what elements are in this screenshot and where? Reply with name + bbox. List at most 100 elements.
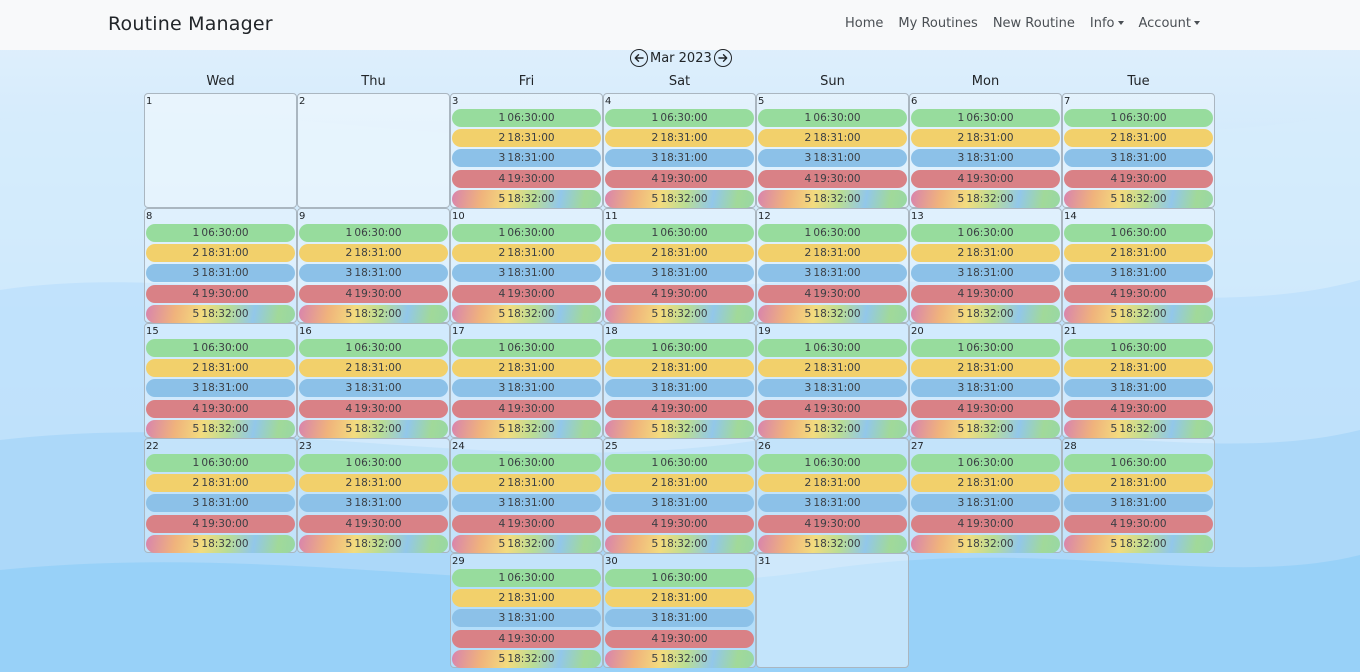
routine-event-3[interactable]: 3 18:31:00: [605, 494, 754, 513]
routine-event-4[interactable]: 4 19:30:00: [1064, 169, 1213, 188]
day-cell-8[interactable]: 8 1 06:30:00 2 18:31:00 3 18:31:00 4 19:30:00 5 18…: [144, 208, 297, 323]
routine-event-3[interactable]: 3 18:31:00: [1064, 494, 1213, 513]
routine-event-4[interactable]: 4 19:30:00: [452, 514, 601, 533]
nav-new-routine-link[interactable]: New Routine: [992, 16, 1075, 31]
day-cell-6[interactable]: 6 1 06:30:00 2 18:31:00 3 18:31:00 4 19:30:00 5 18…: [909, 93, 1062, 208]
routine-event-4[interactable]: 4 19:30:00: [452, 629, 601, 648]
routine-event-4[interactable]: 4 19:30:00: [605, 629, 754, 648]
day-cell-2[interactable]: 2: [297, 93, 450, 208]
routine-event-3[interactable]: 3 18:31:00: [146, 494, 295, 513]
routine-event-4[interactable]: 4 19:30:00: [452, 399, 601, 418]
routine-event-4[interactable]: 4 19:30:00: [452, 169, 601, 188]
routine-event-5[interactable]: 5 18:32:00: [758, 534, 907, 553]
day-cell-10[interactable]: 10 1 06:30:00 2 18:31:00 3 18:31:00 4 19:30:00 5 1…: [450, 208, 603, 323]
day-cell-31[interactable]: 31: [756, 553, 909, 668]
routine-event-4[interactable]: 4 19:30:00: [299, 514, 448, 533]
routine-event-4[interactable]: 4 19:30:00: [911, 169, 1060, 188]
routine-event-5[interactable]: 5 18:32:00: [605, 304, 754, 323]
routine-event-2[interactable]: 2 18:31:00: [911, 244, 1060, 263]
routine-event-2[interactable]: 2 18:31:00: [452, 359, 601, 378]
routine-event-3[interactable]: 3 18:31:00: [299, 494, 448, 513]
routine-event-3[interactable]: 3 18:31:00: [452, 149, 601, 168]
routine-event-2[interactable]: 2 18:31:00: [146, 359, 295, 378]
routine-event-5[interactable]: 5 18:32:00: [299, 419, 448, 438]
day-cell-30[interactable]: 30 1 06:30:00 2 18:31:00 3 18:31:00 4 19:30:00 5 1…: [603, 553, 756, 668]
routine-event-4[interactable]: 4 19:30:00: [758, 399, 907, 418]
routine-event-1[interactable]: 1 06:30:00: [758, 109, 907, 127]
next-month-button[interactable]: [713, 49, 732, 67]
day-cell-3[interactable]: 3 1 06:30:00 2 18:31:00 3 18:31:00 4 19:30:00 5 18…: [450, 93, 603, 208]
routine-event-2[interactable]: 2 18:31:00: [605, 359, 754, 378]
routine-event-5[interactable]: 5 18:32:00: [911, 534, 1060, 553]
routine-event-4[interactable]: 4 19:30:00: [146, 399, 295, 418]
routine-event-5[interactable]: 5 18:32:00: [1064, 419, 1213, 438]
routine-event-5[interactable]: 5 18:32:00: [758, 419, 907, 438]
routine-event-3[interactable]: 3 18:31:00: [1064, 379, 1213, 398]
routine-event-4[interactable]: 4 19:30:00: [1064, 514, 1213, 533]
routine-event-2[interactable]: 2 18:31:00: [299, 359, 448, 378]
routine-event-4[interactable]: 4 19:30:00: [1064, 399, 1213, 418]
routine-event-1[interactable]: 1 06:30:00: [452, 454, 601, 472]
routine-event-4[interactable]: 4 19:30:00: [605, 514, 754, 533]
routine-event-5[interactable]: 5 18:32:00: [605, 649, 754, 668]
routine-event-5[interactable]: 5 18:32:00: [911, 304, 1060, 323]
routine-event-1[interactable]: 1 06:30:00: [605, 109, 754, 127]
prev-month-button[interactable]: [630, 49, 648, 67]
day-cell-9[interactable]: 9 1 06:30:00 2 18:31:00 3 18:31:00 4 19:30:00 5 18…: [297, 208, 450, 323]
day-cell-5[interactable]: 5 1 06:30:00 2 18:31:00 3 18:31:00 4 19:30:00 5 18…: [756, 93, 909, 208]
nav-home-link[interactable]: Home: [845, 16, 884, 31]
routine-event-3[interactable]: 3 18:31:00: [452, 264, 601, 283]
routine-event-3[interactable]: 3 18:31:00: [605, 609, 754, 628]
day-cell-19[interactable]: 19 1 06:30:00 2 18:31:00 3 18:31:00 4 19:30:00 5 1…: [756, 323, 909, 438]
routine-event-3[interactable]: 3 18:31:00: [299, 379, 448, 398]
routine-event-4[interactable]: 4 19:30:00: [146, 284, 295, 303]
day-cell-20[interactable]: 20 1 06:30:00 2 18:31:00 3 18:31:00 4 19:30:00 5 1…: [909, 323, 1062, 438]
routine-event-5[interactable]: 5 18:32:00: [911, 419, 1060, 438]
routine-event-1[interactable]: 1 06:30:00: [758, 339, 907, 357]
day-cell-17[interactable]: 17 1 06:30:00 2 18:31:00 3 18:31:00 4 19:30:00 5 1…: [450, 323, 603, 438]
routine-event-5[interactable]: 5 18:32:00: [452, 534, 601, 553]
day-cell-11[interactable]: 11 1 06:30:00 2 18:31:00 3 18:31:00 4 19:30:00 5 1…: [603, 208, 756, 323]
day-cell-1[interactable]: 1: [144, 93, 297, 208]
routine-event-5[interactable]: 5 18:32:00: [605, 534, 754, 553]
day-cell-18[interactable]: 18 1 06:30:00 2 18:31:00 3 18:31:00 4 19:30:00 5 1…: [603, 323, 756, 438]
routine-event-3[interactable]: 3 18:31:00: [452, 379, 601, 398]
routine-event-2[interactable]: 2 18:31:00: [605, 244, 754, 263]
routine-event-4[interactable]: 4 19:30:00: [605, 284, 754, 303]
routine-event-3[interactable]: 3 18:31:00: [758, 494, 907, 513]
routine-event-3[interactable]: 3 18:31:00: [758, 379, 907, 398]
routine-event-2[interactable]: 2 18:31:00: [758, 129, 907, 148]
routine-event-2[interactable]: 2 18:31:00: [452, 589, 601, 608]
routine-event-3[interactable]: 3 18:31:00: [911, 379, 1060, 398]
routine-event-3[interactable]: 3 18:31:00: [911, 494, 1060, 513]
routine-event-1[interactable]: 1 06:30:00: [452, 224, 601, 242]
routine-event-1[interactable]: 1 06:30:00: [758, 454, 907, 472]
day-cell-26[interactable]: 26 1 06:30:00 2 18:31:00 3 18:31:00 4 19:30:00 5 1…: [756, 438, 909, 553]
routine-event-3[interactable]: 3 18:31:00: [605, 379, 754, 398]
routine-event-4[interactable]: 4 19:30:00: [605, 399, 754, 418]
routine-event-4[interactable]: 4 19:30:00: [1064, 284, 1213, 303]
day-cell-23[interactable]: 23 1 06:30:00 2 18:31:00 3 18:31:00 4 19:30:00 5 1…: [297, 438, 450, 553]
routine-event-4[interactable]: 4 19:30:00: [146, 514, 295, 533]
routine-event-3[interactable]: 3 18:31:00: [146, 379, 295, 398]
day-cell-28[interactable]: 28 1 06:30:00 2 18:31:00 3 18:31:00 4 19:30:00 5 1…: [1062, 438, 1215, 553]
routine-event-5[interactable]: 5 18:32:00: [1064, 189, 1213, 208]
day-cell-14[interactable]: 14 1 06:30:00 2 18:31:00 3 18:31:00 4 19:30:00 5 1…: [1062, 208, 1215, 323]
routine-event-5[interactable]: 5 18:32:00: [299, 304, 448, 323]
routine-event-3[interactable]: 3 18:31:00: [452, 494, 601, 513]
routine-event-4[interactable]: 4 19:30:00: [605, 169, 754, 188]
routine-event-1[interactable]: 1 06:30:00: [1064, 109, 1213, 127]
routine-event-2[interactable]: 2 18:31:00: [452, 244, 601, 263]
routine-event-5[interactable]: 5 18:32:00: [1064, 534, 1213, 553]
routine-event-2[interactable]: 2 18:31:00: [1064, 359, 1213, 378]
routine-event-1[interactable]: 1 06:30:00: [1064, 224, 1213, 242]
day-cell-15[interactable]: 15 1 06:30:00 2 18:31:00 3 18:31:00 4 19:30:00 5 1…: [144, 323, 297, 438]
day-cell-29[interactable]: 29 1 06:30:00 2 18:31:00 3 18:31:00 4 19:30:00 5 1…: [450, 553, 603, 668]
routine-event-1[interactable]: 1 06:30:00: [146, 224, 295, 242]
routine-event-5[interactable]: 5 18:32:00: [299, 534, 448, 553]
routine-event-3[interactable]: 3 18:31:00: [911, 149, 1060, 168]
routine-event-4[interactable]: 4 19:30:00: [299, 399, 448, 418]
nav-account-dropdown[interactable]: Account: [1139, 16, 1200, 31]
routine-event-1[interactable]: 1 06:30:00: [911, 109, 1060, 127]
nav-my-routines-link[interactable]: My Routines: [898, 16, 978, 31]
